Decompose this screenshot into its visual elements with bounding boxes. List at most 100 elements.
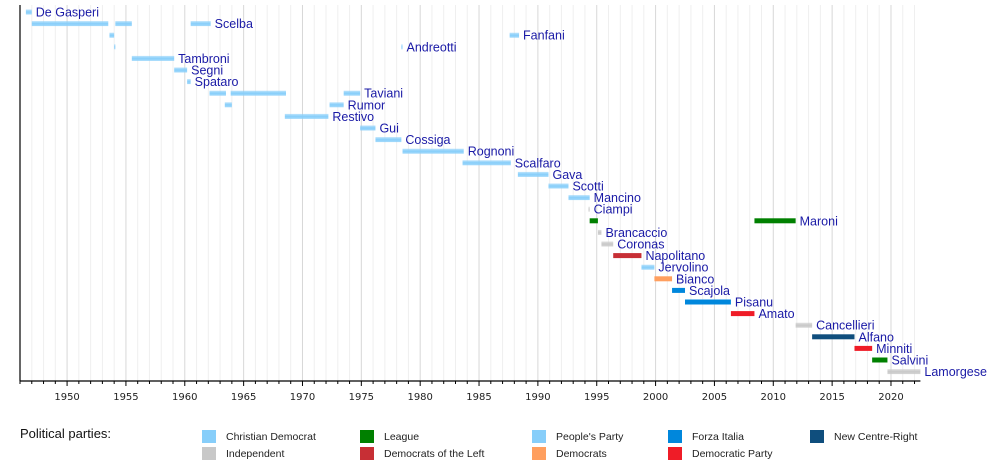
legend-swatch (360, 430, 374, 443)
term-bar (401, 44, 403, 50)
term-bar (613, 253, 642, 259)
x-tick-label: 2020 (878, 392, 903, 403)
term-bar (329, 102, 344, 108)
minister-label: Cancellieri (816, 319, 874, 333)
term-bar (588, 206, 590, 212)
x-tick-label: 1985 (466, 392, 491, 403)
x-tick-label: 2005 (702, 392, 727, 403)
legend-swatch (532, 430, 546, 443)
minister-label: Maroni (800, 214, 838, 228)
legend-item: Forza Italia (668, 430, 744, 443)
legend-item: Democrats (532, 447, 607, 460)
legend-item: Democratic Party (668, 447, 773, 460)
term-bar (812, 334, 855, 340)
minister-label: Pisanu (735, 296, 773, 310)
x-tick-label: 1965 (231, 392, 256, 403)
minister-label: Jervolino (658, 261, 708, 275)
term-bar (685, 299, 731, 305)
term-bar (854, 345, 873, 351)
legend-swatch (360, 447, 374, 460)
term-bar (114, 44, 116, 50)
minister-label: Mancino (594, 191, 641, 205)
legend-label: Democratic Party (692, 447, 773, 460)
term-bar (174, 67, 188, 73)
term-bar (548, 183, 569, 189)
legend-label: New Centre-Right (834, 430, 918, 443)
minister-label: Segni (191, 64, 223, 78)
term-bar (115, 21, 132, 27)
x-tick-label: 1980 (407, 392, 432, 403)
term-bar (360, 125, 376, 131)
term-bar (31, 21, 109, 27)
minister-label: Rognoni (468, 145, 515, 159)
x-tick-label: 1955 (113, 392, 138, 403)
term-bar (641, 264, 655, 270)
minister-label: Gui (379, 122, 398, 136)
minister-label: Rumor (348, 98, 386, 112)
legend-item: People's Party (532, 430, 623, 443)
x-tick-label: 1975 (349, 392, 374, 403)
minister-label: Lamorgese (924, 365, 987, 379)
legend-label: Christian Democrat (226, 430, 316, 443)
legend-item: Independent (202, 447, 284, 460)
term-bar (672, 287, 686, 293)
term-bar (284, 113, 329, 119)
legend-swatch (202, 430, 216, 443)
term-bar (568, 195, 590, 201)
minister-label: Salvini (891, 354, 928, 368)
legend-swatch (668, 447, 682, 460)
term-bar (402, 148, 464, 154)
term-bar (375, 137, 402, 143)
term-bar (190, 21, 211, 27)
minister-label: Scalfaro (515, 156, 561, 170)
minister-label: Brancaccio (605, 226, 667, 240)
x-tick-label: 2000 (643, 392, 668, 403)
term-bar (654, 276, 673, 282)
x-tick-label: 1950 (54, 392, 79, 403)
legend-swatch (202, 447, 216, 460)
legend-label: Forza Italia (692, 430, 744, 443)
minister-label: Scotti (572, 180, 603, 194)
minister-label: Restivo (332, 110, 374, 124)
term-bar (730, 311, 755, 317)
minister-label: Scelba (215, 17, 253, 31)
term-bar (224, 102, 232, 108)
term-bar (209, 90, 226, 96)
term-bar (754, 218, 796, 224)
term-bar (343, 90, 361, 96)
term-bar (131, 55, 175, 61)
legend-item: Democrats of the Left (360, 447, 484, 460)
minister-label: Alfano (858, 330, 893, 344)
term-bar (597, 229, 602, 235)
legend-swatch (532, 447, 546, 460)
term-bar (589, 218, 598, 224)
x-tick-label: 1970 (290, 392, 315, 403)
legend-label: People's Party (556, 430, 624, 443)
legend-label: Independent (226, 447, 285, 460)
legend-label: League (384, 430, 420, 443)
x-tick-label: 1990 (525, 392, 550, 403)
minister-label: Spataro (195, 75, 239, 89)
x-tick-label: 1995 (584, 392, 609, 403)
term-bar (109, 32, 115, 38)
minister-label: Coronas (617, 238, 664, 252)
minister-label: Scajola (689, 284, 730, 298)
minister-label: De Gasperi (36, 6, 99, 20)
legend-swatch (810, 430, 824, 443)
minister-label: Tambroni (178, 52, 229, 66)
minister-label: Fanfani (523, 29, 565, 43)
term-bar (230, 90, 287, 96)
minister-label: Cossiga (405, 133, 450, 147)
timeline-chart: 1950 1955 1960 1965 1970 1975 1980 1985 1990 1995… (19, 5, 987, 403)
legend-label: Democrats (556, 447, 607, 460)
legend-item: New Centre-Right (810, 430, 917, 443)
legend-item: League (360, 430, 419, 443)
term-bar (795, 322, 813, 328)
minister-label: Bianco (676, 272, 714, 286)
term-bar (462, 160, 511, 166)
term-bar (517, 171, 549, 177)
minister-label: Minniti (876, 342, 912, 356)
minister-label: Gava (552, 168, 582, 182)
term-bar (25, 9, 32, 15)
minister-label: Ciampi (594, 203, 633, 217)
